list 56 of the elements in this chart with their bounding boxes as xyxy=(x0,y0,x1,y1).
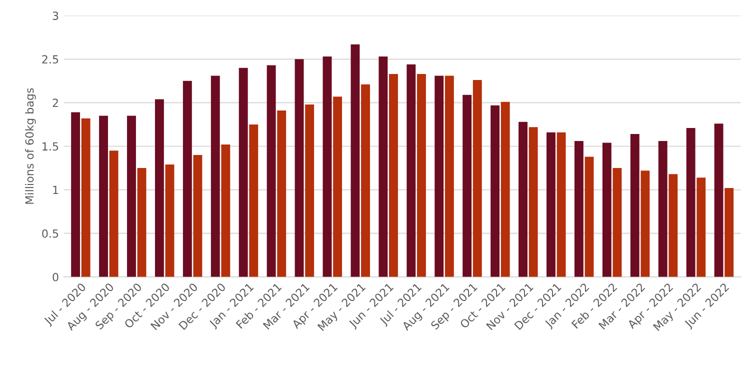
bar xyxy=(238,68,248,277)
bar xyxy=(127,116,136,277)
bar xyxy=(322,56,332,277)
bar xyxy=(472,80,482,277)
bar xyxy=(277,110,286,277)
bar xyxy=(714,124,724,277)
bar xyxy=(81,118,90,277)
bar xyxy=(500,102,510,277)
y-axis-title: Millions of 60kg bags xyxy=(25,88,36,204)
bar xyxy=(221,144,230,277)
y-tick-label: 1.5 xyxy=(42,142,58,151)
bar xyxy=(389,74,398,277)
y-tick-label: 2 xyxy=(52,98,58,107)
bar xyxy=(182,80,192,277)
y-tick-label: 0.5 xyxy=(42,229,58,238)
bar xyxy=(154,99,164,277)
bar xyxy=(193,154,202,277)
bar xyxy=(602,142,612,277)
bar xyxy=(686,128,696,277)
bar xyxy=(378,56,388,277)
bar xyxy=(137,168,146,277)
bar xyxy=(658,141,668,277)
bar xyxy=(574,141,584,277)
bar xyxy=(266,65,276,277)
bar xyxy=(406,64,416,277)
bar xyxy=(630,134,640,277)
bar xyxy=(528,127,538,277)
bar xyxy=(109,150,118,277)
bar xyxy=(350,44,360,277)
bar xyxy=(640,170,650,277)
bar xyxy=(696,178,706,277)
bar xyxy=(249,124,258,277)
bar xyxy=(434,76,444,277)
bar xyxy=(99,116,108,277)
bar xyxy=(165,164,174,277)
bar xyxy=(416,74,426,277)
bar xyxy=(462,94,472,277)
bar xyxy=(444,76,454,277)
bar xyxy=(556,132,566,277)
bar xyxy=(294,59,304,277)
bar xyxy=(210,76,220,277)
bar xyxy=(612,168,622,277)
bar xyxy=(333,96,342,277)
bar xyxy=(724,188,734,277)
bar xyxy=(490,105,500,277)
y-tick-label: 1 xyxy=(53,186,58,194)
bar xyxy=(305,104,314,277)
bar xyxy=(518,122,528,277)
bar xyxy=(584,156,594,277)
y-tick-label: 0 xyxy=(52,272,58,282)
bar xyxy=(71,112,80,277)
bar xyxy=(668,174,678,277)
bar xyxy=(361,84,370,277)
bar xyxy=(546,132,556,277)
y-tick-label: 3 xyxy=(52,12,58,20)
y-tick-label: 2.5 xyxy=(42,55,58,64)
